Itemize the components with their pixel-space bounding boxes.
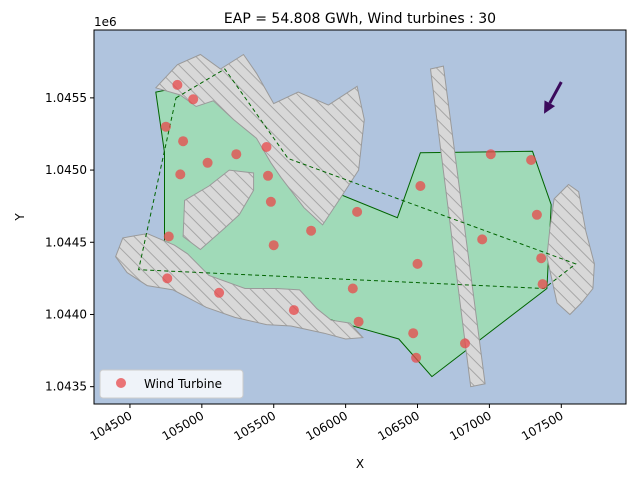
obstacle-5 (546, 183, 595, 316)
plot-content (115, 53, 595, 388)
turbine-point (460, 338, 470, 349)
turbine-point (353, 316, 364, 327)
y-axis-label: Y (13, 213, 27, 222)
x-tick-label: 106500 (375, 408, 422, 443)
turbine-point (411, 352, 422, 363)
turbine-point (268, 240, 279, 251)
wind-arrow-head (544, 100, 556, 114)
turbine-point (263, 170, 273, 181)
y-offset-label: 1e6 (94, 15, 117, 29)
turbine-point (172, 79, 183, 90)
turbine-point (408, 328, 419, 339)
turbine-point (306, 225, 317, 236)
turbine-point (347, 283, 358, 294)
obstacle-4 (429, 65, 486, 388)
x-tick-label: 105500 (232, 408, 279, 443)
chart-title: EAP = 54.808 GWh, Wind turbines : 30 (224, 11, 496, 27)
buildable-boundary (137, 68, 577, 290)
turbine-point (188, 94, 199, 105)
obstacle-2 (182, 169, 255, 251)
turbine-point (214, 287, 225, 298)
x-tick-label: 107500 (519, 408, 566, 443)
legend-marker (116, 378, 126, 388)
x-tick-label: 105000 (160, 408, 207, 443)
y-tick-label: 1.0450 (45, 163, 87, 177)
turbine-point (415, 181, 426, 191)
turbine-point (531, 209, 542, 220)
turbine-point (202, 157, 213, 168)
turbine-point (485, 149, 496, 160)
x-axis-label: X (356, 457, 364, 471)
turbine-point (352, 206, 363, 217)
turbine-point (231, 149, 242, 160)
turbine-point (162, 273, 173, 284)
turbine-point (536, 253, 547, 264)
wind-arrow-shaft (548, 81, 563, 104)
turbine-point (261, 142, 272, 152)
turbine-point (477, 234, 488, 245)
legend: Wind Turbine (99, 369, 244, 399)
turbine-point (163, 231, 174, 242)
turbine-point (537, 279, 548, 290)
obstacle-3 (115, 233, 364, 340)
legend-box (99, 369, 244, 399)
y-tick-label: 1.0445 (45, 235, 87, 249)
turbine-point (160, 121, 171, 132)
turbine-point (178, 136, 189, 147)
x-tick-label: 107000 (447, 408, 494, 443)
obstacle-1 (154, 53, 365, 226)
turbine-point (265, 196, 276, 207)
turbine-point (526, 155, 537, 165)
y-tick-label: 1.0455 (45, 91, 87, 105)
turbine-point (288, 305, 299, 316)
plot-frame (93, 29, 627, 405)
legend-label: Wind Turbine (144, 377, 222, 391)
x-tick-label: 104500 (88, 408, 135, 443)
y-tick-label: 1.0435 (45, 380, 87, 394)
turbine-point (175, 169, 186, 180)
y-tick-label: 1.0440 (45, 307, 87, 321)
x-tick-label: 106000 (303, 408, 350, 443)
turbine-point (412, 258, 423, 269)
